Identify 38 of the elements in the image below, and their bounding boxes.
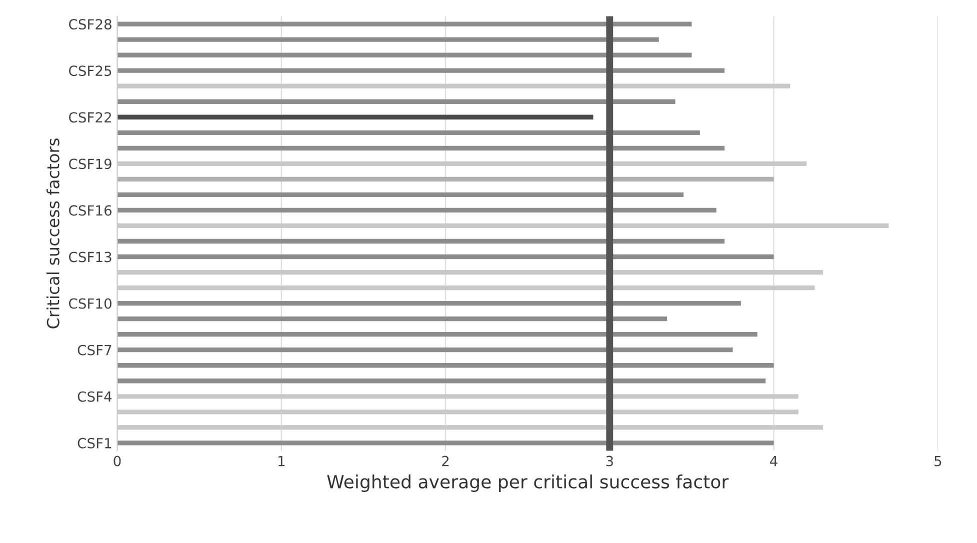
bar <box>117 254 774 260</box>
bar <box>117 130 700 135</box>
x-tick-label: 0 <box>114 456 121 466</box>
bar <box>117 146 725 150</box>
y-tick-label: CSF4 <box>78 391 112 402</box>
y-tick-label: CSF7 <box>78 344 112 356</box>
y-tick-label: CSF16 <box>68 205 112 216</box>
bar <box>117 192 684 198</box>
y-tick-label: CSF19 <box>68 158 112 170</box>
x-tick-label: 1 <box>278 456 285 466</box>
x-tick-label: 4 <box>770 456 778 466</box>
bar <box>117 316 668 322</box>
x-tick-label: 2 <box>442 456 449 466</box>
x-tick-label: 3 <box>606 456 613 466</box>
y-tick-label: CSF22 <box>68 112 111 123</box>
bar <box>117 176 774 182</box>
bar <box>117 378 766 384</box>
bar <box>117 332 758 337</box>
x-axis-title: Weighted average per critical success factor <box>327 474 729 492</box>
y-tick-label: CSF25 <box>68 66 112 76</box>
bar <box>117 114 594 120</box>
bar <box>117 348 733 352</box>
bar <box>117 440 774 446</box>
bar <box>117 99 676 104</box>
bar <box>117 52 692 58</box>
bar <box>117 238 725 244</box>
y-tick-label: CSF10 <box>68 298 112 309</box>
y-tick-label: CSF13 <box>68 252 112 262</box>
bar <box>117 22 692 26</box>
y-axis-title: Critical success factors <box>46 138 60 328</box>
bar <box>117 37 659 42</box>
bar <box>117 68 725 73</box>
bar <box>117 363 774 368</box>
bar <box>117 208 716 213</box>
y-tick-label: CSF1 <box>78 438 112 448</box>
bar <box>117 300 741 306</box>
y-tick-label: CSF28 <box>68 19 112 30</box>
x-tick-label: 5 <box>934 456 942 466</box>
